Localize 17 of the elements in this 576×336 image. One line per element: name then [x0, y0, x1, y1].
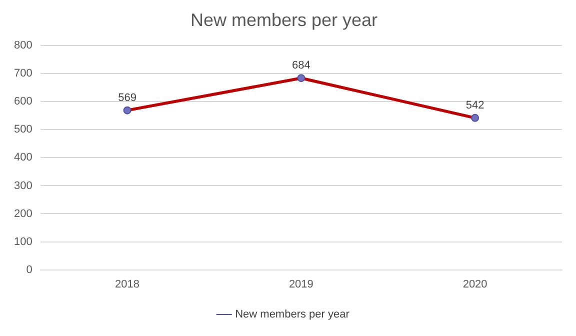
y-tick-label: 800	[14, 40, 32, 52]
y-tick-label: 700	[14, 68, 32, 80]
x-tick-label: 2018	[115, 278, 140, 290]
chart-title: New members per year	[190, 10, 378, 30]
x-tick-label: 2019	[288, 278, 314, 290]
y-tick-label: 300	[14, 180, 32, 192]
x-tick-label: 2020	[462, 278, 488, 290]
y-tick-label: 600	[14, 96, 32, 108]
y-tick-label: 200	[14, 208, 32, 220]
legend-label: New members per year	[235, 308, 350, 321]
y-tick-label: 0	[26, 264, 32, 276]
data-label: 684	[292, 60, 310, 72]
y-tick-label: 500	[14, 124, 32, 136]
y-tick-label: 100	[14, 236, 32, 248]
y-tick-label: 400	[14, 152, 32, 164]
data-label: 569	[118, 92, 136, 104]
data-label: 542	[466, 99, 484, 112]
